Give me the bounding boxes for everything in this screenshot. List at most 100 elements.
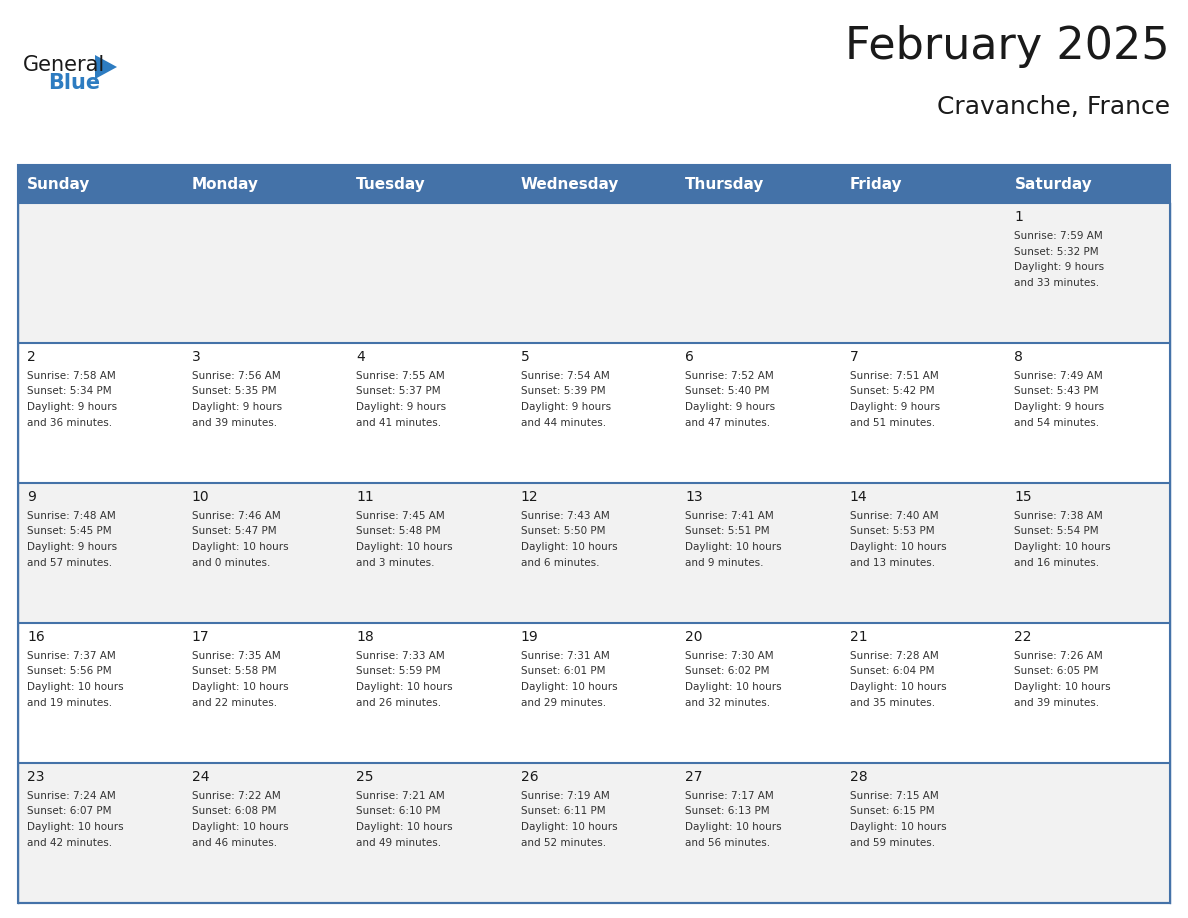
Text: Daylight: 10 hours: Daylight: 10 hours: [27, 822, 124, 832]
Text: Sunrise: 7:28 AM: Sunrise: 7:28 AM: [849, 651, 939, 661]
Text: 27: 27: [685, 770, 703, 784]
Text: and 46 minutes.: and 46 minutes.: [191, 837, 277, 847]
Text: 16: 16: [27, 630, 45, 644]
Text: Sunrise: 7:21 AM: Sunrise: 7:21 AM: [356, 791, 444, 801]
Text: Daylight: 10 hours: Daylight: 10 hours: [356, 542, 453, 552]
Text: and 59 minutes.: and 59 minutes.: [849, 837, 935, 847]
Text: Sunset: 5:40 PM: Sunset: 5:40 PM: [685, 386, 770, 397]
Text: and 32 minutes.: and 32 minutes.: [685, 698, 770, 708]
Text: and 13 minutes.: and 13 minutes.: [849, 557, 935, 567]
Text: February 2025: February 2025: [846, 25, 1170, 68]
Text: Sunset: 6:04 PM: Sunset: 6:04 PM: [849, 666, 934, 677]
Text: Sunset: 5:53 PM: Sunset: 5:53 PM: [849, 527, 935, 536]
Text: Daylight: 10 hours: Daylight: 10 hours: [849, 542, 947, 552]
Text: and 49 minutes.: and 49 minutes.: [356, 837, 441, 847]
Text: Sunset: 5:42 PM: Sunset: 5:42 PM: [849, 386, 935, 397]
Text: 23: 23: [27, 770, 44, 784]
Text: 11: 11: [356, 490, 374, 504]
Text: and 39 minutes.: and 39 minutes.: [191, 418, 277, 428]
Text: Sunrise: 7:43 AM: Sunrise: 7:43 AM: [520, 511, 609, 521]
Text: Daylight: 9 hours: Daylight: 9 hours: [191, 402, 282, 412]
Text: Sunrise: 7:52 AM: Sunrise: 7:52 AM: [685, 371, 775, 381]
Text: Daylight: 10 hours: Daylight: 10 hours: [849, 682, 947, 692]
Text: Daylight: 10 hours: Daylight: 10 hours: [1015, 682, 1111, 692]
Text: Friday: Friday: [849, 176, 903, 192]
Text: and 44 minutes.: and 44 minutes.: [520, 418, 606, 428]
Text: Daylight: 10 hours: Daylight: 10 hours: [849, 822, 947, 832]
Text: Daylight: 10 hours: Daylight: 10 hours: [356, 822, 453, 832]
Text: Daylight: 10 hours: Daylight: 10 hours: [520, 822, 618, 832]
Text: Sunrise: 7:51 AM: Sunrise: 7:51 AM: [849, 371, 939, 381]
Text: 26: 26: [520, 770, 538, 784]
Text: 22: 22: [1015, 630, 1032, 644]
Text: Sunrise: 7:19 AM: Sunrise: 7:19 AM: [520, 791, 609, 801]
Text: and 41 minutes.: and 41 minutes.: [356, 418, 441, 428]
Text: Daylight: 10 hours: Daylight: 10 hours: [685, 822, 782, 832]
Text: Sunset: 5:47 PM: Sunset: 5:47 PM: [191, 527, 276, 536]
Text: Sunrise: 7:56 AM: Sunrise: 7:56 AM: [191, 371, 280, 381]
Text: 12: 12: [520, 490, 538, 504]
Text: 14: 14: [849, 490, 867, 504]
Text: Sunrise: 7:59 AM: Sunrise: 7:59 AM: [1015, 231, 1104, 241]
Text: 1: 1: [1015, 210, 1023, 224]
Text: General: General: [23, 55, 106, 75]
Text: and 39 minutes.: and 39 minutes.: [1015, 698, 1100, 708]
FancyBboxPatch shape: [18, 203, 1170, 343]
Text: Sunrise: 7:45 AM: Sunrise: 7:45 AM: [356, 511, 444, 521]
Text: Sunset: 5:34 PM: Sunset: 5:34 PM: [27, 386, 112, 397]
Text: and 0 minutes.: and 0 minutes.: [191, 557, 270, 567]
Text: Sunset: 6:10 PM: Sunset: 6:10 PM: [356, 807, 441, 816]
Text: and 26 minutes.: and 26 minutes.: [356, 698, 441, 708]
Text: 18: 18: [356, 630, 374, 644]
Text: Sunrise: 7:33 AM: Sunrise: 7:33 AM: [356, 651, 444, 661]
Text: Sunset: 5:45 PM: Sunset: 5:45 PM: [27, 527, 112, 536]
Text: and 6 minutes.: and 6 minutes.: [520, 557, 599, 567]
Text: and 57 minutes.: and 57 minutes.: [27, 557, 112, 567]
Text: and 35 minutes.: and 35 minutes.: [849, 698, 935, 708]
Text: Sunday: Sunday: [27, 176, 90, 192]
Text: Monday: Monday: [191, 176, 259, 192]
Text: 9: 9: [27, 490, 36, 504]
Text: Sunset: 6:15 PM: Sunset: 6:15 PM: [849, 807, 935, 816]
FancyBboxPatch shape: [18, 623, 1170, 763]
Text: Sunset: 6:13 PM: Sunset: 6:13 PM: [685, 807, 770, 816]
Text: 13: 13: [685, 490, 703, 504]
Text: Daylight: 10 hours: Daylight: 10 hours: [27, 682, 124, 692]
Text: 10: 10: [191, 490, 209, 504]
Text: Sunrise: 7:58 AM: Sunrise: 7:58 AM: [27, 371, 115, 381]
Text: Daylight: 9 hours: Daylight: 9 hours: [27, 402, 118, 412]
Text: 15: 15: [1015, 490, 1032, 504]
Text: Sunrise: 7:46 AM: Sunrise: 7:46 AM: [191, 511, 280, 521]
Text: Daylight: 9 hours: Daylight: 9 hours: [27, 542, 118, 552]
Text: Sunrise: 7:48 AM: Sunrise: 7:48 AM: [27, 511, 115, 521]
Text: Saturday: Saturday: [1015, 176, 1092, 192]
Text: Daylight: 9 hours: Daylight: 9 hours: [1015, 402, 1105, 412]
Text: Sunset: 5:56 PM: Sunset: 5:56 PM: [27, 666, 112, 677]
Text: and 56 minutes.: and 56 minutes.: [685, 837, 770, 847]
Text: Sunrise: 7:54 AM: Sunrise: 7:54 AM: [520, 371, 609, 381]
Text: Cravanche, France: Cravanche, France: [937, 95, 1170, 119]
Text: 28: 28: [849, 770, 867, 784]
Text: Daylight: 9 hours: Daylight: 9 hours: [356, 402, 447, 412]
Text: and 9 minutes.: and 9 minutes.: [685, 557, 764, 567]
Text: Sunrise: 7:31 AM: Sunrise: 7:31 AM: [520, 651, 609, 661]
Text: Sunrise: 7:22 AM: Sunrise: 7:22 AM: [191, 791, 280, 801]
Text: 5: 5: [520, 350, 530, 364]
FancyBboxPatch shape: [18, 165, 1170, 203]
Text: Daylight: 10 hours: Daylight: 10 hours: [520, 682, 618, 692]
Text: Sunset: 5:35 PM: Sunset: 5:35 PM: [191, 386, 276, 397]
Text: and 51 minutes.: and 51 minutes.: [849, 418, 935, 428]
Text: Sunset: 5:37 PM: Sunset: 5:37 PM: [356, 386, 441, 397]
Text: 20: 20: [685, 630, 703, 644]
Text: 19: 19: [520, 630, 538, 644]
Text: Sunrise: 7:24 AM: Sunrise: 7:24 AM: [27, 791, 115, 801]
Text: 4: 4: [356, 350, 365, 364]
Text: Daylight: 10 hours: Daylight: 10 hours: [685, 682, 782, 692]
FancyBboxPatch shape: [18, 343, 1170, 483]
Text: Daylight: 10 hours: Daylight: 10 hours: [356, 682, 453, 692]
Text: Sunrise: 7:38 AM: Sunrise: 7:38 AM: [1015, 511, 1104, 521]
Text: Sunrise: 7:15 AM: Sunrise: 7:15 AM: [849, 791, 939, 801]
Text: Sunrise: 7:41 AM: Sunrise: 7:41 AM: [685, 511, 775, 521]
Text: Sunset: 5:50 PM: Sunset: 5:50 PM: [520, 527, 605, 536]
Text: 25: 25: [356, 770, 374, 784]
